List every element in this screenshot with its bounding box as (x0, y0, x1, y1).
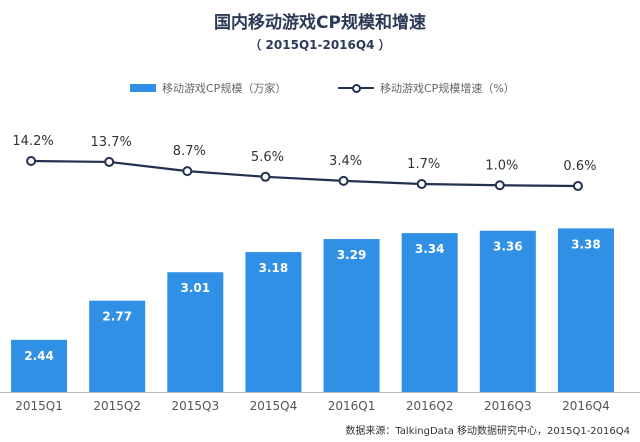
growth-point-2016Q4 (572, 181, 583, 191)
x-tick-label: 2015Q4 (250, 399, 298, 413)
bar-value-label: 2.44 (24, 349, 54, 363)
x-tick-label: 2015Q1 (15, 399, 63, 413)
legend-bar-label: 移动游戏CP规模（万家） (162, 82, 287, 95)
bar-2016Q3 (479, 230, 536, 392)
bar-2016Q4 (557, 228, 614, 392)
x-tick-label: 2016Q2 (406, 399, 454, 413)
growth-point-2016Q1 (338, 175, 349, 186)
bar-value-label: 3.36 (493, 240, 523, 254)
growth-value-label: 13.7% (91, 135, 132, 150)
legend-item-line: 移动游戏CP规模增速（%） (338, 80, 515, 96)
growth-value-label: 3.4% (329, 154, 362, 169)
x-tick-label: 2015Q2 (93, 399, 141, 413)
bar-2015Q3 (167, 272, 224, 392)
bar-2015Q1 (11, 339, 68, 392)
growth-value-label: 14.2% (12, 134, 53, 149)
bar-value-label: 3.34 (415, 242, 445, 256)
bar-value-label: 3.38 (571, 237, 601, 251)
bar-2016Q2 (401, 233, 458, 392)
growth-point-2015Q3 (182, 166, 193, 177)
x-tick-label: 2016Q1 (328, 399, 376, 413)
growth-point-2016Q2 (416, 178, 427, 189)
bar-2015Q4 (245, 252, 302, 392)
x-tick-label: 2015Q3 (172, 399, 220, 413)
legend-line-swatch (338, 83, 374, 93)
source-note: 数据来源：TalkingData 移动数据研究中心，2015Q1-2016Q4 (345, 426, 630, 437)
growth-point-2016Q3 (494, 180, 505, 191)
bar-value-label: 3.29 (337, 248, 367, 262)
legend-item-bar: 移动游戏CP规模（万家） (130, 80, 286, 96)
growth-value-label: 1.0% (485, 158, 518, 173)
chart-title: 国内移动游戏CP规模和增速 (214, 13, 426, 33)
legend-bar-swatch (130, 84, 156, 92)
x-tick-label: 2016Q4 (562, 399, 610, 413)
growth-value-label: 1.7% (407, 157, 440, 172)
x-tick-label: 2016Q3 (484, 399, 532, 413)
legend-line-label: 移动游戏CP规模增速（%） (380, 82, 515, 95)
growth-value-label: 8.7% (173, 144, 206, 159)
bar-value-label: 2.77 (102, 310, 132, 324)
growth-point-2015Q2 (104, 156, 115, 167)
bar-2015Q2 (89, 300, 146, 392)
bar-value-label: 3.18 (259, 261, 289, 275)
bar-2016Q1 (323, 239, 380, 392)
growth-value-label: 0.6% (563, 159, 596, 174)
growth-point-2015Q4 (260, 171, 271, 182)
bar-value-label: 3.01 (181, 281, 211, 295)
growth-point-2015Q1 (26, 156, 37, 166)
chart-subtitle: （ 2015Q1-2016Q4 ） (249, 38, 391, 52)
growth-line (31, 159, 578, 188)
legend: 移动游戏CP规模（万家） 移动游戏CP规模增速（%） (0, 80, 640, 96)
growth-value-label: 5.6% (251, 150, 284, 165)
